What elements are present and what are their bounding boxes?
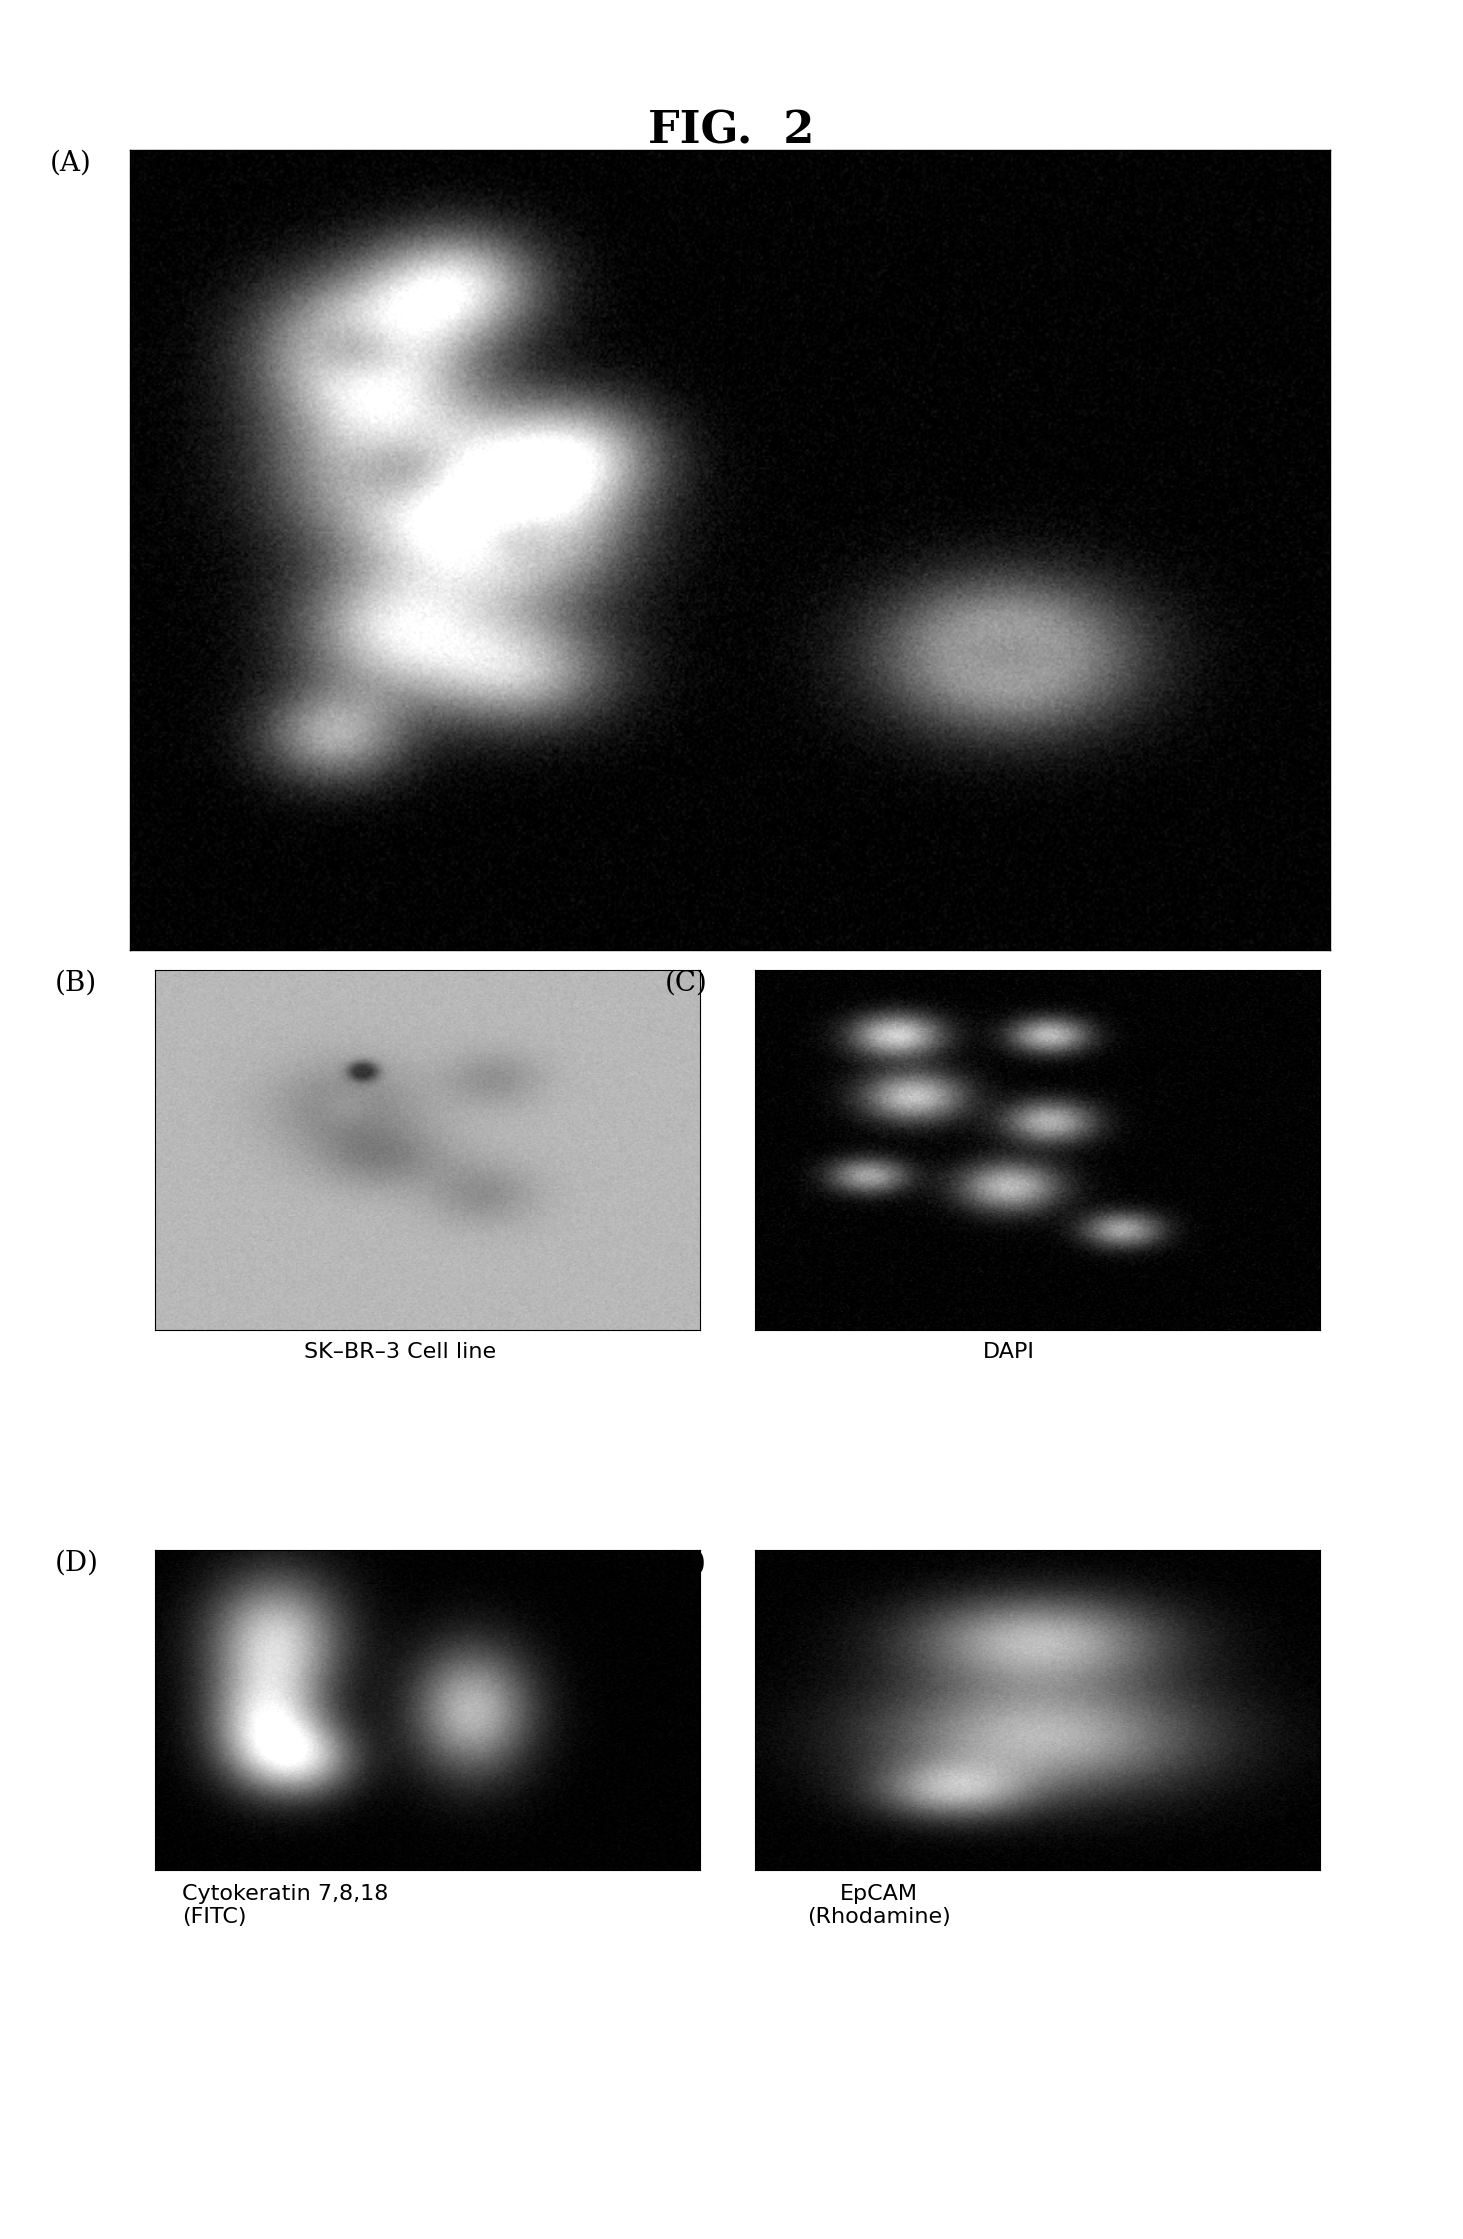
Text: DAPI: DAPI [983,1341,1036,1361]
Text: (C): (C) [666,969,708,996]
Text: (D): (D) [56,1549,99,1576]
Text: Cytokeratin 7,8,18
(FITC): Cytokeratin 7,8,18 (FITC) [183,1883,389,1928]
Text: FIG.  2: FIG. 2 [648,110,815,152]
Text: (E): (E) [666,1549,707,1576]
Text: SK–BR–3 Cell line: SK–BR–3 Cell line [304,1341,496,1361]
Text: EpCAM
(Rhodamine): EpCAM (Rhodamine) [808,1883,951,1928]
Text: (A): (A) [50,150,92,177]
Text: (B): (B) [56,969,97,996]
